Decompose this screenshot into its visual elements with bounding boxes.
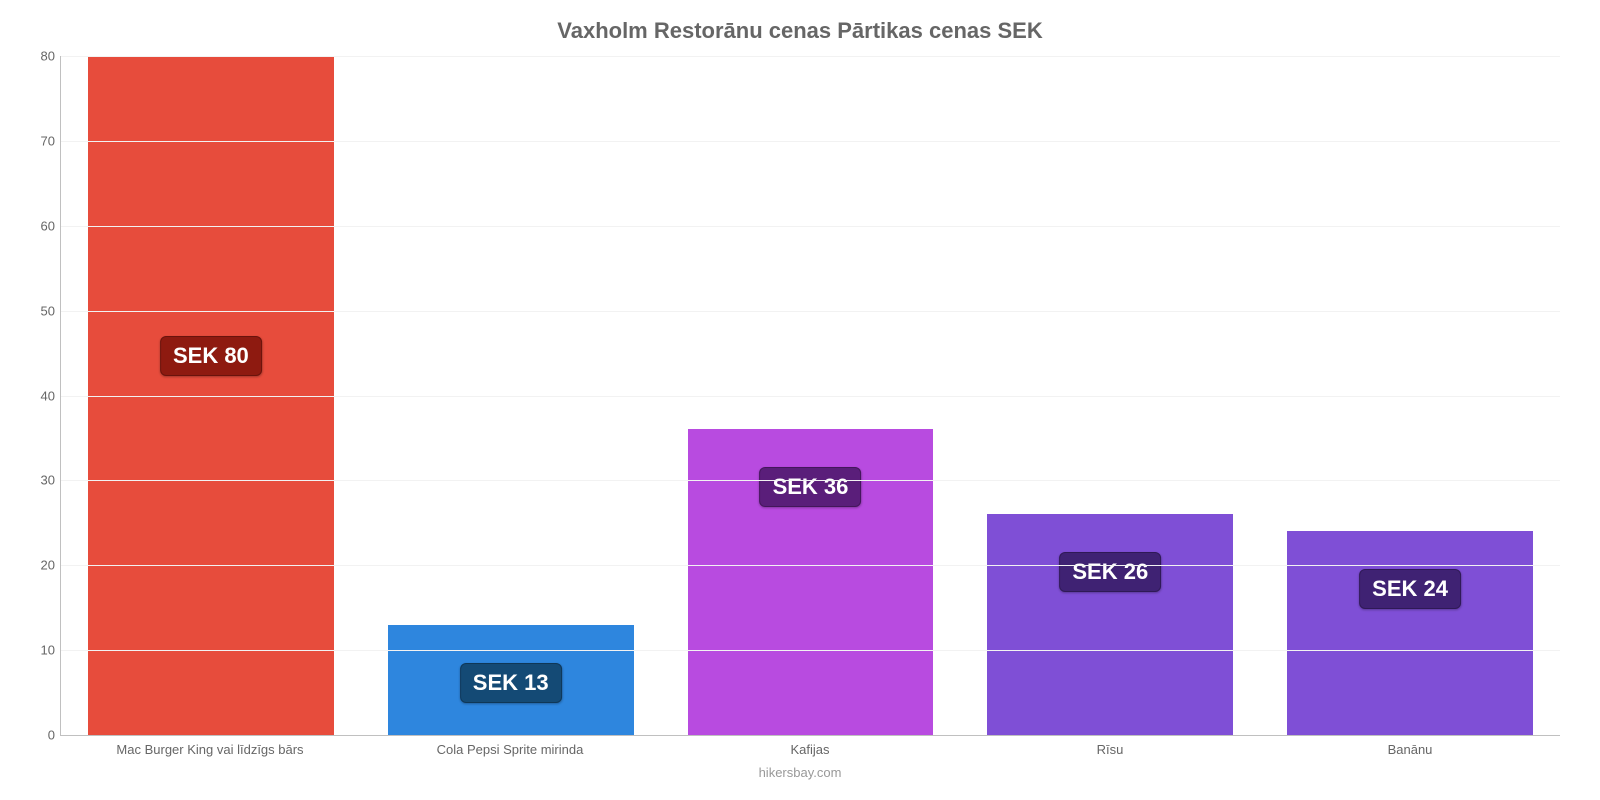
grid-line xyxy=(61,226,1560,227)
y-tick-label: 20 xyxy=(25,558,55,573)
x-label: Rīsu xyxy=(960,736,1260,757)
y-tick-label: 0 xyxy=(25,728,55,743)
plot-area: SEK 80SEK 13SEK 36SEK 26SEK 24 010203040… xyxy=(60,56,1560,736)
chart-source: hikersbay.com xyxy=(20,757,1580,780)
value-badge: SEK 36 xyxy=(760,467,862,507)
bar: SEK 13 xyxy=(388,625,634,735)
x-axis: Mac Burger King vai līdzīgs bārsCola Pep… xyxy=(60,736,1560,757)
grid-line xyxy=(61,480,1560,481)
y-tick-label: 80 xyxy=(25,49,55,64)
value-badge: SEK 13 xyxy=(460,663,562,703)
y-tick-label: 40 xyxy=(25,388,55,403)
bar: SEK 36 xyxy=(688,429,934,735)
grid-line xyxy=(61,650,1560,651)
x-label: Mac Burger King vai līdzīgs bārs xyxy=(60,736,360,757)
y-tick-label: 60 xyxy=(25,218,55,233)
x-label: Banānu xyxy=(1260,736,1560,757)
value-badge: SEK 24 xyxy=(1359,569,1461,609)
value-badge: SEK 80 xyxy=(160,336,262,376)
bar: SEK 26 xyxy=(987,514,1233,735)
grid-line xyxy=(61,141,1560,142)
chart-title: Vaxholm Restorānu cenas Pārtikas cenas S… xyxy=(20,10,1580,56)
y-tick-label: 30 xyxy=(25,473,55,488)
grid-line xyxy=(61,56,1560,57)
grid-line xyxy=(61,311,1560,312)
value-badge: SEK 26 xyxy=(1059,552,1161,592)
y-tick-label: 70 xyxy=(25,133,55,148)
y-tick-label: 10 xyxy=(25,643,55,658)
x-label: Kafijas xyxy=(660,736,960,757)
bar: SEK 24 xyxy=(1287,531,1533,735)
y-tick-label: 50 xyxy=(25,303,55,318)
x-label: Cola Pepsi Sprite mirinda xyxy=(360,736,660,757)
grid-line xyxy=(61,396,1560,397)
bar-chart: Vaxholm Restorānu cenas Pārtikas cenas S… xyxy=(0,0,1600,800)
grid-line xyxy=(61,565,1560,566)
